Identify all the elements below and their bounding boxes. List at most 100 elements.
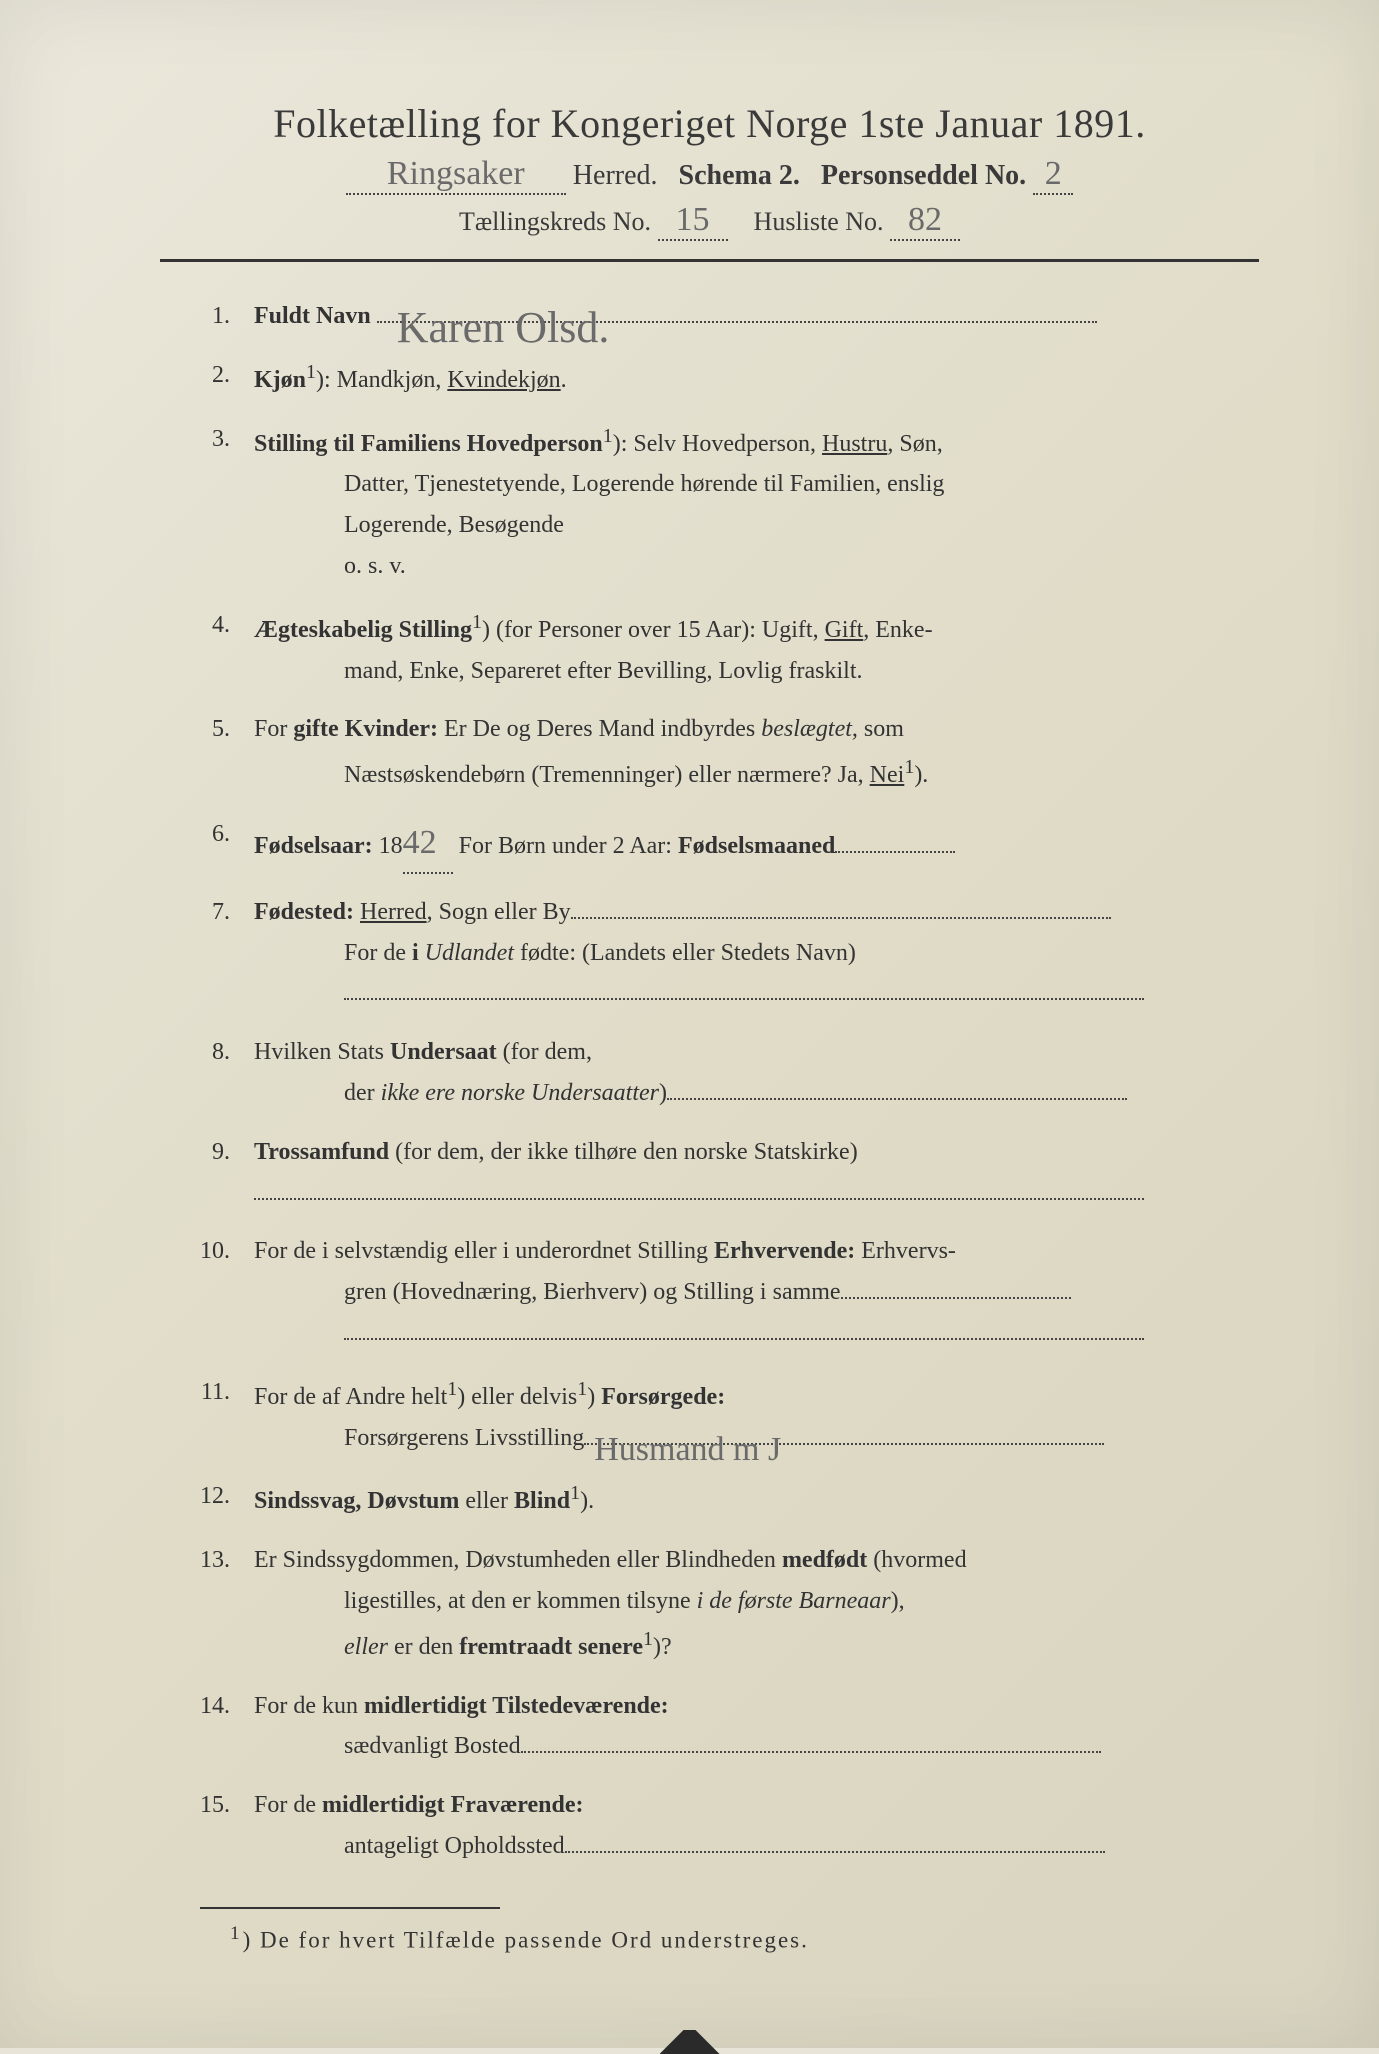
q15-num: 15. (160, 1785, 254, 1867)
q11-s1: 1 (447, 1378, 457, 1400)
q14-p1: For de kun (254, 1693, 364, 1719)
q8-it: ikke ere norske Undersaatter (381, 1080, 659, 1106)
q8-p1: Hvilken Stats (254, 1039, 390, 1065)
questions: 1. Fuldt Navn Karen Olsd. 2. Kjøn1): Man… (160, 296, 1259, 1867)
q14-label: midlertidigt Tilstedeværende: (364, 1693, 669, 1719)
q2: 2. Kjøn1): Mandkjøn, Kvindekjøn. (160, 355, 1259, 401)
husliste-no: 82 (890, 201, 960, 241)
page-tear (660, 2030, 720, 2054)
census-form-page: Folketælling for Kongeriget Norge 1ste J… (0, 0, 1379, 2048)
q8: 8. Hvilken Stats Undersaat (for dem, der… (160, 1032, 1259, 1114)
page-title: Folketælling for Kongeriget Norge 1ste J… (160, 100, 1259, 147)
header-line-2: Tællingskreds No. 15 Husliste No. 82 (160, 201, 1259, 241)
q7-it: Udlandet (425, 940, 514, 966)
q12-label2: Blind (514, 1488, 570, 1514)
schema-label: Schema 2. (679, 160, 800, 191)
q3-ul: Hustru (822, 431, 887, 457)
q2-sup: 1 (306, 361, 316, 383)
q12-p2: eller (459, 1488, 514, 1514)
q1-num: 1. (160, 296, 254, 337)
kreds-no: 15 (658, 201, 728, 241)
q11: 11. For de af Andre helt1) eller delvis1… (160, 1372, 1259, 1459)
q15-p1: For de (254, 1792, 322, 1818)
q7-num: 7. (160, 892, 254, 1014)
q11-hand: Husmand m J (594, 1421, 781, 1479)
q13-it: i de første Barneaar (697, 1588, 891, 1614)
q3-p2: , Søn, (887, 431, 942, 457)
q10-num: 10. (160, 1231, 254, 1353)
footnote-sup: 1 (230, 1923, 243, 1944)
q11-p2: ) eller delvis (457, 1384, 577, 1410)
personseddel-no: 2 (1033, 155, 1073, 195)
herred-handwritten: Ringsaker (346, 155, 566, 195)
q15: 15. For de midlertidigt Fraværende: anta… (160, 1785, 1259, 1867)
q10-p1: For de i selvstændig eller i underordnet… (254, 1238, 714, 1264)
q12-p3: ). (580, 1488, 594, 1514)
q9-num: 9. (160, 1132, 254, 1214)
q6-num: 6. (160, 814, 254, 874)
q15-l2: antageligt Opholdssted (344, 1833, 565, 1859)
q8-l2a: der (344, 1080, 381, 1106)
footnote: 1) De for hvert Tilfælde passende Ord un… (160, 1923, 1259, 1954)
q6-label2: Fødselsmaaned (678, 833, 835, 859)
q3-sup: 1 (603, 425, 613, 447)
header-rule (160, 259, 1259, 262)
q12-label: Sindssvag, Døvstum (254, 1488, 459, 1514)
q5: 5. For gifte Kvinder: Er De og Deres Man… (160, 709, 1259, 796)
personseddel-label: Personseddel No. (821, 160, 1026, 191)
q11-label: Forsørgede: (601, 1384, 725, 1410)
q5-num: 5. (160, 709, 254, 796)
q1-label: Fuldt Navn (254, 303, 371, 329)
q5-l2b: ). (914, 762, 928, 788)
q6-label: Fødselsaar: (254, 833, 373, 859)
q11-p3: ) (587, 1384, 601, 1410)
q4: 4. Ægteskabelig Stilling1) (for Personer… (160, 605, 1259, 692)
q9-p2: (for dem, der ikke tilhøre den norske St… (389, 1139, 858, 1165)
q11-l2: Forsørgerens Livsstilling (344, 1425, 584, 1451)
q14-l2: sædvanligt Bosted (344, 1733, 521, 1759)
q6: 6. Fødselsaar: 1842 For Børn under 2 Aar… (160, 814, 1259, 874)
q4-label: Ægteskabelig Stilling (254, 617, 472, 643)
q14: 14. For de kun midlertidigt Tilstedevære… (160, 1686, 1259, 1768)
q12: 12. Sindssvag, Døvstum eller Blind1). (160, 1476, 1259, 1522)
q4-l2: mand, Enke, Separeret efter Bevilling, L… (254, 651, 1259, 692)
q11-s2: 1 (577, 1378, 587, 1400)
q13-p2: (hvormed (867, 1547, 966, 1573)
q10-l2: gren (Hovednæring, Bierhverv) og Stillin… (344, 1279, 841, 1305)
q13: 13. Er Sindssygdommen, Døvstumheden elle… (160, 1540, 1259, 1667)
q2-end: . (561, 367, 567, 393)
q15-label: midlertidigt Fraværende: (322, 1792, 584, 1818)
q10-p2: Erhvervs- (855, 1238, 956, 1264)
q2-label: Kjøn (254, 367, 306, 393)
q3-l3: Logerende, Besøgende (254, 505, 1259, 546)
q3-label: Stilling til Familiens Hovedperson (254, 431, 603, 457)
q5-p1d: som (858, 716, 904, 742)
q2-ul: Kvindekjøn (447, 367, 560, 393)
q10-label: Erhvervende: (714, 1238, 855, 1264)
q4-sup: 1 (472, 611, 482, 633)
footnote-rule (200, 1907, 500, 1909)
q7-l2b: i (412, 940, 425, 966)
q8-p2: (for dem, (497, 1039, 592, 1065)
q2-num: 2. (160, 355, 254, 401)
q13-p1: Er Sindssygdommen, Døvstumheden eller Bl… (254, 1547, 782, 1573)
q12-num: 12. (160, 1476, 254, 1522)
q4-ul: Gift (825, 617, 864, 643)
q13-l3c: )? (653, 1634, 672, 1660)
q5-sup: 1 (904, 756, 914, 778)
q13-sup: 1 (643, 1628, 653, 1650)
q1-hand: Karen Olsd. (397, 291, 610, 366)
q7-label: Fødested: (254, 899, 354, 925)
q8-label: Undersaat (390, 1039, 497, 1065)
header-line-1: Ringsaker Herred. Schema 2. Personseddel… (160, 155, 1259, 195)
q5-ul: Nei (870, 762, 905, 788)
q8-num: 8. (160, 1032, 254, 1114)
q11-num: 11. (160, 1372, 254, 1459)
q13-l2b: ), (891, 1588, 905, 1614)
q13-l2a: ligestilles, at den er kommen tilsyne (344, 1588, 697, 1614)
q5-p1c: Er De og Deres Mand indbyrdes (438, 716, 761, 742)
q7: 7. Fødested: Herred, Sogn eller By For d… (160, 892, 1259, 1014)
q9-label: Trossamfund (254, 1139, 389, 1165)
q6-p2: For Børn under 2 Aar: (453, 833, 678, 859)
q4-num: 4. (160, 605, 254, 692)
